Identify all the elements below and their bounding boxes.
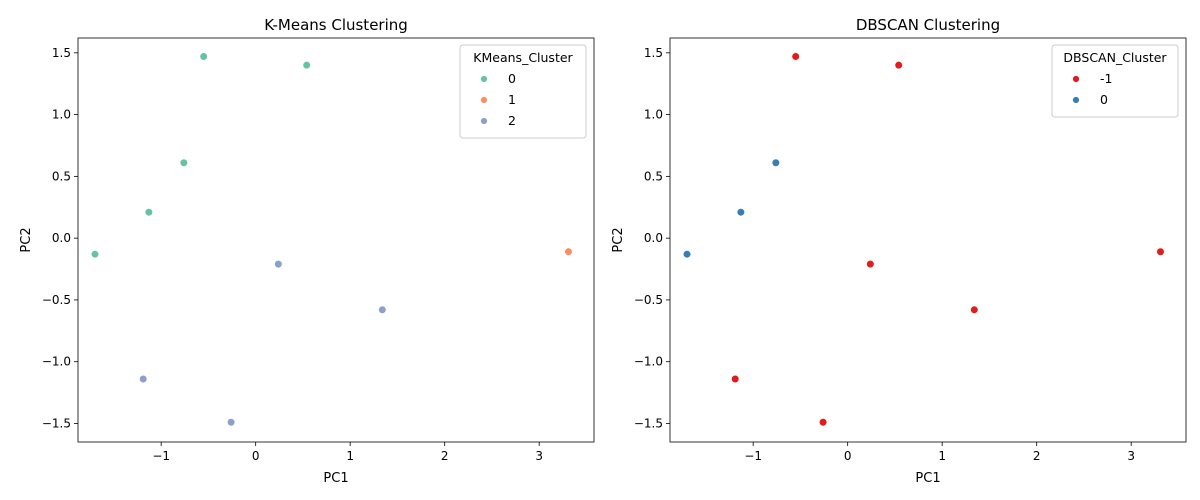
data-point-cluster--1 <box>970 305 979 314</box>
x-axis-label: PC1 <box>915 471 940 486</box>
chart-title: DBSCAN Clustering <box>856 16 1000 34</box>
y-tick-label: 1.5 <box>644 46 663 60</box>
legend-marker <box>480 117 488 125</box>
legend-entry-label: 0 <box>1100 92 1108 107</box>
data-point-cluster--1 <box>1156 247 1165 256</box>
legend-entry-label: 2 <box>508 113 516 128</box>
legend-marker <box>480 96 488 104</box>
y-axis-label: PC2 <box>19 227 34 252</box>
data-point-cluster-0 <box>302 61 311 70</box>
x-tick-label: 3 <box>535 449 543 463</box>
x-tick-label: 0 <box>844 449 852 463</box>
legend-marker <box>1072 96 1080 104</box>
x-tick-label: 2 <box>1033 449 1041 463</box>
data-point-cluster-0 <box>179 158 188 167</box>
chart-panel-2: DBSCAN Clustering −1 0 1 2 3 −1.5 −1.0 −0.5 0.0 0.… <box>611 16 1187 486</box>
data-point-cluster-2 <box>139 374 148 384</box>
y-tick-label: −0.5 <box>634 293 663 307</box>
x-tick-label: 1 <box>346 449 354 463</box>
x-tick-label: 2 <box>441 449 449 463</box>
legend: KMeans_Cluster 0 1 2 <box>459 44 587 139</box>
chart-panel-1: K-Means Clustering −1 0 1 2 3 −1.5 −1.0 −0.5 0.0 0… <box>19 16 595 486</box>
x-axis-label: PC1 <box>323 471 348 486</box>
x-tick-label: −1 <box>152 449 170 463</box>
chart-title: K-Means Clustering <box>264 16 408 34</box>
legend-box <box>459 44 587 139</box>
x-tick-label: −1 <box>744 449 762 463</box>
data-point-cluster-2 <box>274 259 283 269</box>
y-tick-label: 0.0 <box>52 231 71 245</box>
x-tick-label: 0 <box>252 449 260 463</box>
y-axis-label: PC2 <box>611 227 626 252</box>
axes-frame <box>77 37 595 443</box>
legend-box <box>1051 44 1179 118</box>
y-tick-label: −1.0 <box>634 355 663 369</box>
data-point-cluster-2 <box>226 418 236 427</box>
legend-entry-label: 0 <box>508 71 516 86</box>
data-point-cluster-0 <box>771 158 780 167</box>
data-point-cluster-0 <box>90 250 100 259</box>
x-tick-label: 1 <box>938 449 946 463</box>
data-point-cluster--1 <box>866 259 875 269</box>
y-tick-label: 0.0 <box>644 231 663 245</box>
legend-entry-label: 1 <box>508 92 516 107</box>
data-point-cluster--1 <box>818 418 828 427</box>
y-tick-label: 1.5 <box>52 46 71 60</box>
legend-marker <box>480 75 488 83</box>
y-tick-label: 1.0 <box>52 108 71 122</box>
axes-frame <box>669 37 1187 443</box>
data-point-cluster-1 <box>564 247 573 256</box>
y-tick-label: −0.5 <box>42 293 71 307</box>
y-tick-label: 0.5 <box>52 169 71 183</box>
legend: DBSCAN_Cluster -1 0 <box>1051 44 1179 118</box>
data-point-cluster--1 <box>894 61 903 70</box>
y-tick-label: −1.5 <box>42 416 71 430</box>
data-point-cluster-0 <box>199 52 208 61</box>
legend-entry-label: -1 <box>1100 71 1112 86</box>
x-tick-label: 3 <box>1127 449 1135 463</box>
legend-marker <box>1072 75 1080 83</box>
data-point-cluster-0 <box>682 250 692 259</box>
y-tick-label: −1.0 <box>42 355 71 369</box>
data-point-cluster--1 <box>731 374 740 384</box>
data-point-cluster--1 <box>791 52 800 61</box>
legend-title: DBSCAN_Cluster <box>1063 50 1167 65</box>
y-tick-label: 1.0 <box>644 108 663 122</box>
y-tick-label: −1.5 <box>634 416 663 430</box>
y-tick-label: 0.5 <box>644 169 663 183</box>
data-point-cluster-0 <box>144 208 153 217</box>
legend-title: KMeans_Cluster <box>473 50 573 65</box>
data-point-cluster-0 <box>736 208 745 217</box>
data-point-cluster-2 <box>378 305 387 314</box>
